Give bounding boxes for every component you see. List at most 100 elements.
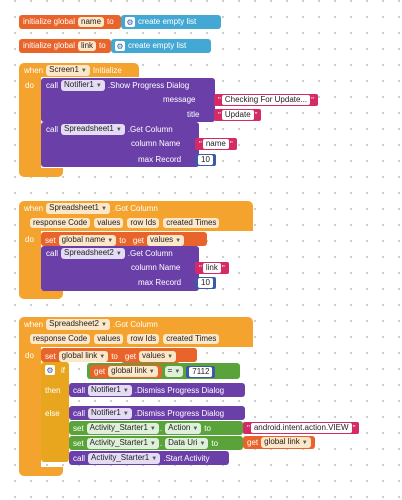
- component-dropdown[interactable]: Spreadsheet1 ▼: [46, 203, 110, 214]
- if-label: if: [61, 366, 65, 375]
- call-label: call: [46, 248, 59, 258]
- initialize-global-label: initialize global: [23, 17, 76, 26]
- do-label: do: [25, 235, 34, 244]
- component-dropdown[interactable]: Spreadsheet2 ▼: [46, 319, 110, 330]
- get-global-link-block[interactable]: get global link ▼: [243, 436, 315, 449]
- component-dropdown[interactable]: Activity_Starter1 ▼: [86, 438, 159, 449]
- event-spine: [19, 231, 41, 290]
- max-record-label: max Record: [138, 155, 182, 164]
- param-response-code[interactable]: response Code: [30, 334, 91, 344]
- create-list-row-1: ⚙ create empty list: [125, 17, 196, 27]
- variable-dropdown[interactable]: global link ▼: [261, 437, 311, 448]
- create-empty-list-block-2[interactable]: [111, 39, 211, 53]
- column-name-label: column Name: [131, 263, 181, 272]
- event-footer: [19, 168, 63, 177]
- get-label: get: [132, 235, 145, 245]
- max-record-number[interactable]: 10: [195, 277, 216, 289]
- column-name-label: column Name: [131, 139, 181, 148]
- call-row: call Notifier1 ▼ .Dismiss Progress Dialog: [73, 385, 224, 396]
- variable-dropdown[interactable]: global link ▼: [58, 351, 109, 362]
- set-row: set Activity_Starter1 ▼ . Action ▼ to: [73, 423, 211, 434]
- set-row: set Activity_Starter1 ▼ . Data Uri ▼ to: [73, 438, 219, 449]
- to-label: to: [107, 17, 114, 26]
- get-global-link-block[interactable]: get global link ▼: [90, 365, 162, 378]
- when-label: when: [24, 203, 44, 213]
- gear-icon[interactable]: ⚙: [125, 17, 135, 27]
- event-name: .Got Column: [112, 203, 158, 213]
- operator-dropdown[interactable]: = ▼: [164, 366, 184, 377]
- max-record-label: max Record: [138, 278, 182, 287]
- set-row: set global name ▼ to get values ▼: [45, 234, 189, 247]
- set-label: set: [73, 423, 84, 433]
- component-dropdown[interactable]: Screen1 ▼: [46, 65, 90, 76]
- param-created-times[interactable]: created Times: [163, 334, 220, 344]
- event-footer: [19, 290, 63, 299]
- create-empty-list-block-1[interactable]: [121, 15, 221, 29]
- event-spine: [19, 77, 41, 168]
- column-name-string[interactable]: " name ": [195, 138, 237, 150]
- param-values[interactable]: values: [94, 334, 124, 344]
- global-name-row: initialize global name to: [23, 17, 114, 27]
- create-list-row-2: ⚙ create empty list: [115, 41, 186, 51]
- set-label: set: [73, 438, 84, 448]
- set-row: set global link ▼ to get values ▼: [45, 350, 181, 363]
- max-record-number[interactable]: 10: [195, 154, 216, 166]
- create-empty-list-label: create empty list: [138, 17, 197, 26]
- call-row: call Activity_Starter1 ▼ .Start Activity: [73, 453, 209, 464]
- title-label: title: [187, 110, 200, 119]
- component-dropdown[interactable]: Activity_Starter1 ▼: [88, 453, 161, 464]
- to-label: to: [99, 41, 106, 50]
- global-name-field[interactable]: name: [78, 17, 105, 27]
- variable-dropdown[interactable]: global name ▼: [58, 235, 117, 246]
- if-block[interactable]: [41, 362, 69, 462]
- to-label: to: [111, 351, 118, 361]
- component-dropdown[interactable]: Spreadsheet1 ▼: [61, 124, 125, 135]
- to-label: to: [211, 438, 219, 448]
- component-dropdown[interactable]: Notifier1 ▼: [88, 408, 132, 419]
- method-name: .Get Column: [127, 124, 173, 134]
- component-dropdown[interactable]: Notifier1 ▼: [88, 385, 132, 396]
- property-dropdown[interactable]: Data Uri ▼: [165, 438, 209, 449]
- component-dropdown[interactable]: Activity_Starter1 ▼: [86, 423, 159, 434]
- do-label: do: [25, 81, 34, 90]
- variable-dropdown[interactable]: values ▼: [139, 351, 177, 362]
- action-string[interactable]: " android.intent.action.VIEW ": [243, 422, 360, 434]
- event-name: .Got Column: [112, 319, 158, 329]
- param-row-ids[interactable]: row Ids: [127, 334, 160, 344]
- call-label: call: [46, 80, 59, 90]
- gear-icon[interactable]: ⚙: [45, 365, 55, 375]
- get-values-block[interactable]: get values ▼: [128, 234, 189, 247]
- param-response-code[interactable]: response Code: [30, 218, 91, 228]
- event-footer: [19, 467, 63, 476]
- param-created-times[interactable]: created Times: [163, 218, 220, 228]
- get-label: get: [124, 351, 136, 361]
- method-name: .Start Activity: [163, 453, 210, 463]
- component-dropdown[interactable]: Spreadsheet2 ▼: [61, 248, 125, 259]
- call-row: call Notifier1 ▼ .Dismiss Progress Dialog: [73, 408, 224, 419]
- global-link-field[interactable]: link: [78, 41, 97, 51]
- param-values[interactable]: values: [94, 218, 124, 228]
- create-empty-list-label: create empty list: [128, 41, 187, 50]
- call-label: call: [46, 124, 59, 134]
- property-dropdown[interactable]: Action ▼: [165, 423, 202, 434]
- variable-dropdown[interactable]: values ▼: [147, 235, 185, 246]
- variable-dropdown[interactable]: global link ▼: [108, 366, 158, 377]
- do-label: do: [25, 351, 34, 360]
- message-string[interactable]: " Checking For Update... ": [214, 94, 318, 106]
- event1-header: when Screen1 ▼ Initialize: [24, 65, 122, 76]
- gear-icon[interactable]: ⚙: [115, 41, 125, 51]
- message-label: message: [163, 95, 196, 104]
- compare-number[interactable]: 7112: [186, 365, 216, 378]
- call-row: call Spreadsheet2 ▼ .Get Column: [46, 248, 173, 259]
- component-dropdown[interactable]: Notifier1 ▼: [61, 80, 105, 91]
- then-label: then: [45, 386, 61, 395]
- param-row-ids[interactable]: row Ids: [127, 218, 160, 228]
- when-label: when: [24, 319, 44, 329]
- column-name-string[interactable]: " link ": [195, 262, 229, 274]
- set-label: set: [45, 351, 56, 361]
- get-values-block[interactable]: get values ▼: [120, 350, 181, 363]
- event-name: Initialize: [92, 65, 122, 75]
- to-label: to: [119, 235, 126, 245]
- compare-row: get global link ▼ = ▼ 7112: [90, 365, 216, 378]
- title-string[interactable]: " Update ": [214, 109, 262, 121]
